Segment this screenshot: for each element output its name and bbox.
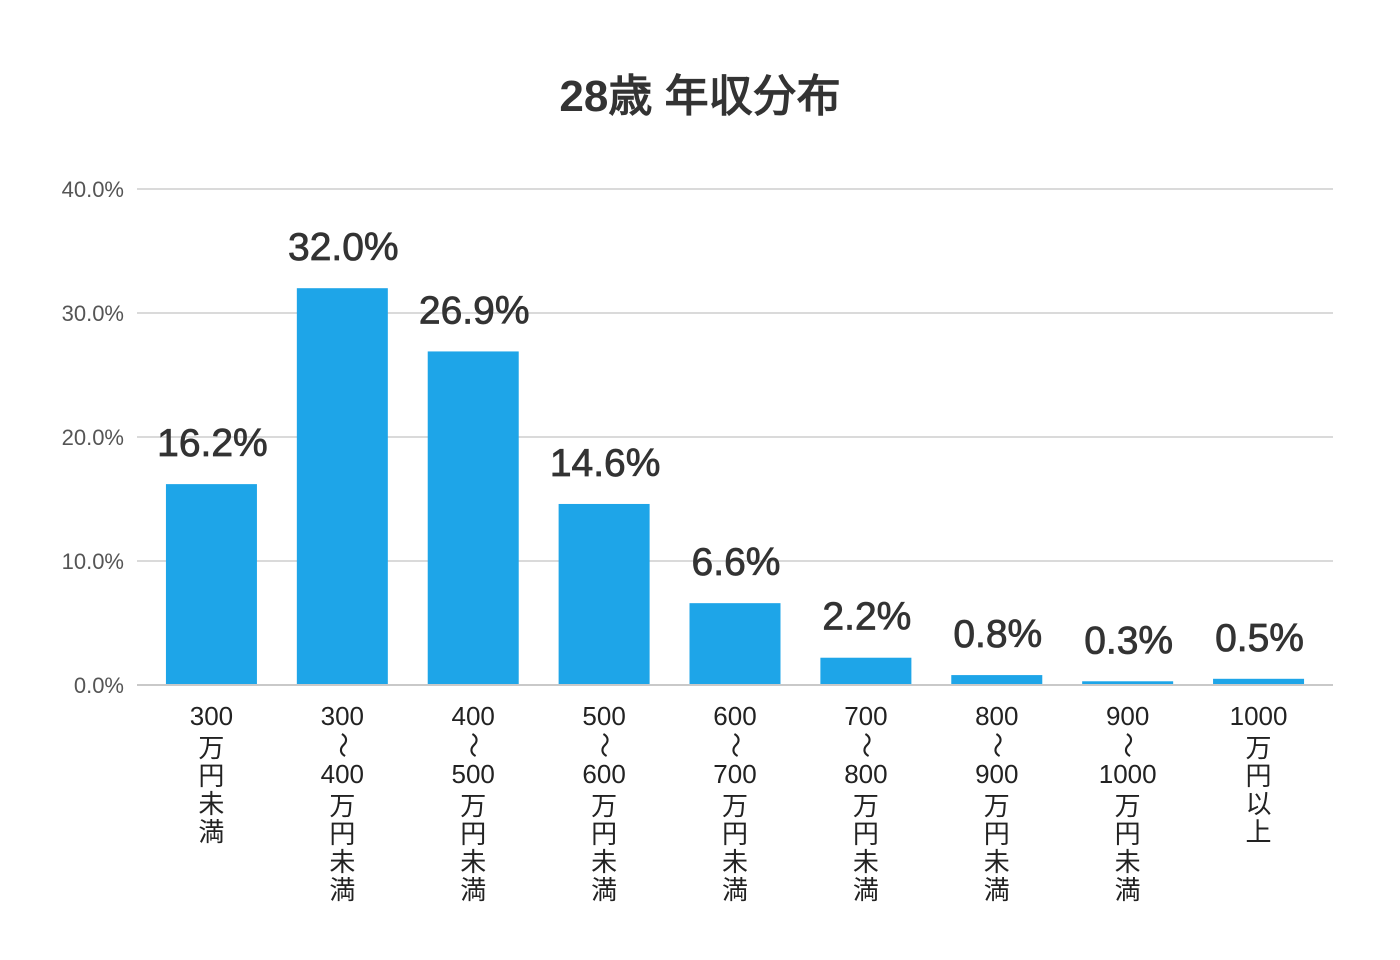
data-label: 0.8% xyxy=(953,613,1042,656)
x-tick-label-part: 満 xyxy=(329,875,355,905)
x-tick-label-part: 未 xyxy=(1115,847,1141,877)
x-tick-label-part: 500 xyxy=(452,759,495,789)
data-label: 14.6% xyxy=(550,442,661,485)
x-tick-label-part: 〜 xyxy=(720,732,750,758)
x-tick-label-part: 満 xyxy=(198,817,224,847)
data-label: 0.5% xyxy=(1215,617,1304,660)
x-tick-label-part: 〜 xyxy=(327,732,357,758)
x-tick-label-part: 600 xyxy=(582,759,625,789)
x-tick-label-part: 円 xyxy=(853,819,879,849)
data-labels: 16.2% 32.0% 26.9% 14.6% 6.6% 2.2% 0.8% 0.3% 0.5% xyxy=(157,226,1305,663)
x-tick-label-part: 万 xyxy=(460,791,486,821)
x-tick-label-part: 万 xyxy=(722,791,748,821)
y-tick-label: 0.0% xyxy=(74,673,124,698)
x-tick-label-part: 以 xyxy=(1246,789,1272,819)
y-tick-label: 20.0% xyxy=(62,425,124,450)
x-tick-label-part: 円 xyxy=(1246,761,1272,791)
x-tick-label-part: 万 xyxy=(853,791,879,821)
x-tick-label-part: 800 xyxy=(975,701,1018,731)
data-label: 2.2% xyxy=(822,596,911,639)
x-tick-label-part: 未 xyxy=(198,789,224,819)
x-tick-label-part: 円 xyxy=(198,761,224,791)
x-tick-label-part: 600 xyxy=(713,701,756,731)
x-tick-label-part: 未 xyxy=(984,847,1010,877)
x-tick-label-part: 700 xyxy=(713,759,756,789)
bar xyxy=(820,657,912,685)
bar xyxy=(427,351,519,685)
x-tick-label-part: 満 xyxy=(984,875,1010,905)
x-tick-label-part: 未 xyxy=(853,847,879,877)
data-label: 32.0% xyxy=(288,226,399,269)
x-tick-label-part: 〜 xyxy=(458,732,488,758)
x-tick-label-part: 500 xyxy=(582,701,625,731)
x-tick-label-part: 円 xyxy=(591,819,617,849)
data-label: 16.2% xyxy=(157,422,268,465)
bar xyxy=(165,484,257,685)
x-tick-label-part: 万 xyxy=(1246,733,1272,763)
x-tick-label-part: 300 xyxy=(190,701,233,731)
x-tick-label-part: 未 xyxy=(591,847,617,877)
x-tick-label-part: 満 xyxy=(460,875,486,905)
x-tick-label-part: 満 xyxy=(1115,875,1141,905)
bar xyxy=(558,503,650,685)
bar xyxy=(1082,681,1174,685)
x-tick-label-part: 未 xyxy=(722,847,748,877)
chart-title: 28歳 年収分布 xyxy=(559,72,840,121)
y-axis-tick-labels: 0.0% 10.0% 20.0% 30.0% 40.0% xyxy=(62,177,124,698)
x-tick-label-part: 900 xyxy=(1106,701,1149,731)
x-tick-label-part: 万 xyxy=(329,791,355,821)
y-tick-label: 10.0% xyxy=(62,549,124,574)
bar xyxy=(689,603,781,685)
x-tick-label-part: 300 xyxy=(321,701,364,731)
x-tick-label-part: 800 xyxy=(844,759,887,789)
x-tick-label-part: 1000 xyxy=(1230,701,1288,731)
x-tick-label-part: 〜 xyxy=(982,732,1012,758)
x-tick-label-part: 400 xyxy=(321,759,364,789)
x-tick-label-part: 万 xyxy=(984,791,1010,821)
x-tick-label-part: 円 xyxy=(329,819,355,849)
x-tick-label-part: 未 xyxy=(329,847,355,877)
bars xyxy=(165,288,1305,685)
x-axis-tick-labels: 300万円未満300〜400万円未満400〜500万円未満500〜600万円未満… xyxy=(190,701,1288,905)
x-tick-label-part: 〜 xyxy=(851,732,881,758)
x-tick-label-part: 〜 xyxy=(1113,732,1143,758)
x-tick-label-part: 700 xyxy=(844,701,887,731)
x-tick-label-part: 満 xyxy=(722,875,748,905)
data-label: 6.6% xyxy=(692,541,781,584)
x-tick-label-part: 円 xyxy=(1115,819,1141,849)
x-tick-label-part: 万 xyxy=(1115,791,1141,821)
x-tick-label-part: 上 xyxy=(1246,817,1272,847)
bar xyxy=(296,288,388,685)
data-label: 0.3% xyxy=(1084,619,1173,662)
x-tick-label-part: 400 xyxy=(452,701,495,731)
data-label: 26.9% xyxy=(419,289,530,332)
x-tick-label-part: 万 xyxy=(198,733,224,763)
y-tick-label: 30.0% xyxy=(62,301,124,326)
bar xyxy=(1213,678,1305,685)
x-tick-label-part: 1000 xyxy=(1099,759,1157,789)
x-tick-label-part: 未 xyxy=(460,847,486,877)
y-tick-label: 40.0% xyxy=(62,177,124,202)
x-tick-label-part: 万 xyxy=(591,791,617,821)
x-tick-label-part: 900 xyxy=(975,759,1018,789)
bar xyxy=(951,675,1043,685)
x-tick-label-part: 円 xyxy=(984,819,1010,849)
x-tick-label-part: 〜 xyxy=(589,732,619,758)
x-tick-label-part: 満 xyxy=(853,875,879,905)
x-tick-label-part: 満 xyxy=(591,875,617,905)
x-tick-label-part: 円 xyxy=(722,819,748,849)
x-tick-label-part: 円 xyxy=(460,819,486,849)
